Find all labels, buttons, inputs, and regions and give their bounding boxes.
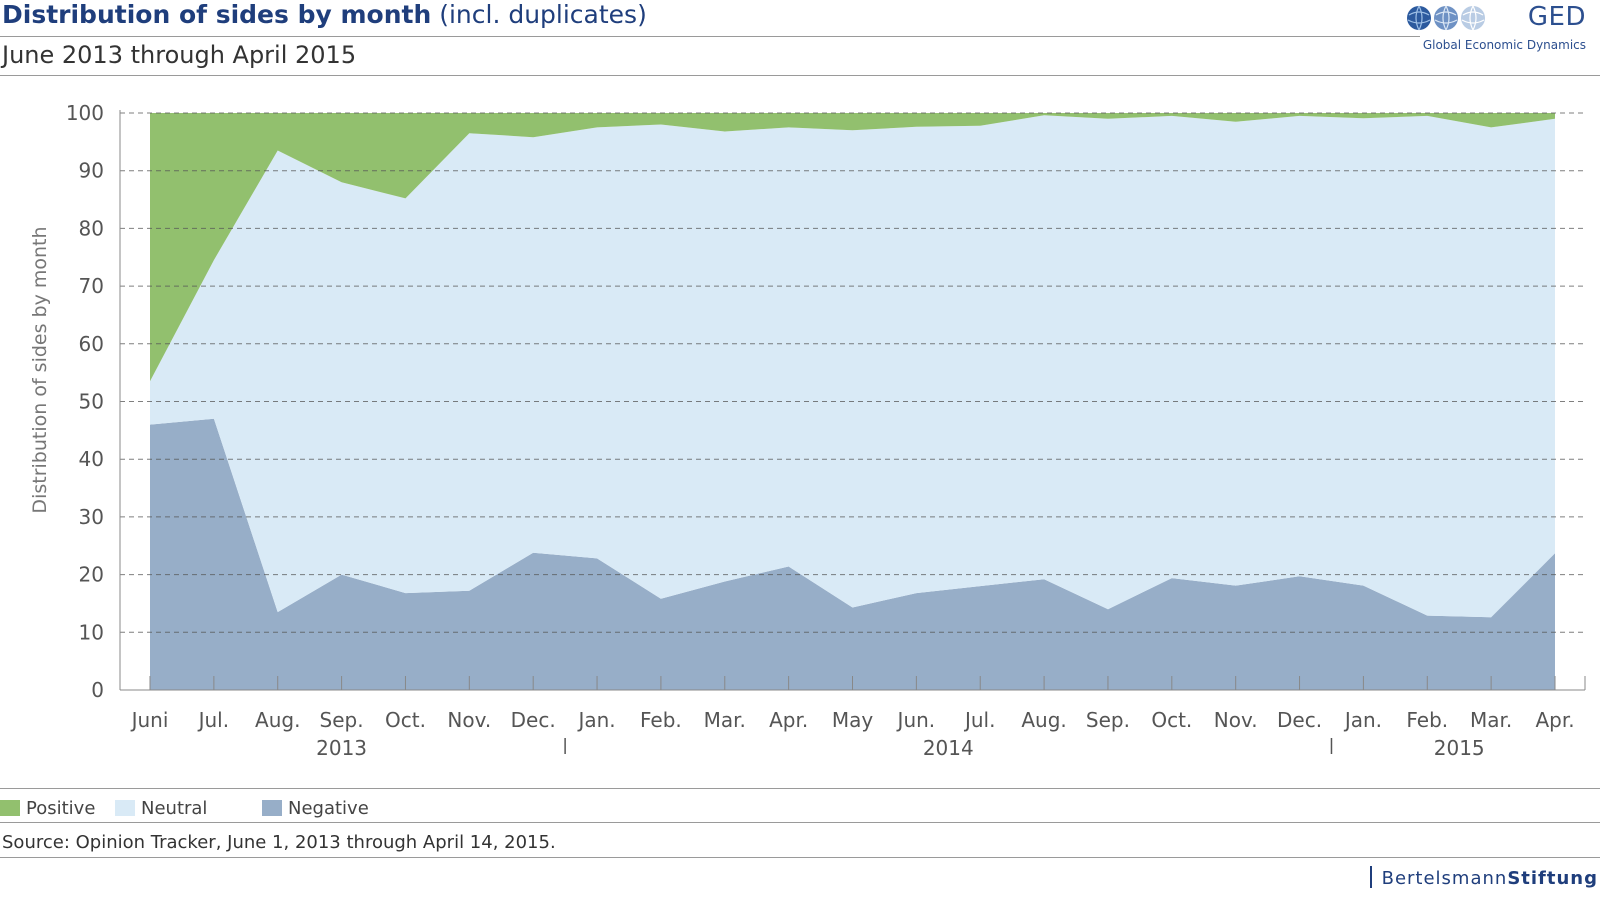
brand-bar xyxy=(1369,866,1372,888)
x-tick-label: Jan. xyxy=(1343,708,1382,732)
title-paren: (incl. duplicates) xyxy=(439,0,647,29)
x-tick-label: Nov. xyxy=(447,708,491,732)
chart-subtitle: June 2013 through April 2015 xyxy=(2,41,357,69)
x-tick-label: Jul. xyxy=(963,708,996,732)
logo-tagline: Global Economic Dynamics xyxy=(1422,38,1586,52)
x-tick-label: Jul. xyxy=(197,708,230,732)
x-tick-label: Sep. xyxy=(1086,708,1130,732)
x-tick-label: Oct. xyxy=(1151,708,1192,732)
x-tick-label: Dec. xyxy=(511,708,556,732)
grid-lines xyxy=(120,112,1585,633)
x-tick-label: Mar. xyxy=(1470,708,1512,732)
title-rule xyxy=(0,36,1420,37)
y-tick-label: 60 xyxy=(79,332,104,356)
year-label: 2015 xyxy=(1434,736,1485,760)
legend-swatch-positive xyxy=(0,800,20,816)
area-positive xyxy=(150,113,1555,382)
year-label: 2013 xyxy=(316,736,367,760)
source-rule xyxy=(0,857,1600,858)
x-tick-label: Nov. xyxy=(1214,708,1258,732)
x-tick-label: Jun. xyxy=(896,708,936,732)
legend-item-neutral: Neutral xyxy=(115,798,207,819)
legend-label-negative: Negative xyxy=(288,798,369,819)
y-axis-label: Distribution of sides by month xyxy=(29,226,51,513)
y-tick-label: 80 xyxy=(79,216,104,240)
header-rule xyxy=(0,75,1600,76)
x-tick-label: May xyxy=(832,708,874,732)
legend-label-neutral: Neutral xyxy=(141,798,208,819)
x-tick-label: Feb. xyxy=(1406,708,1448,732)
legend-item-positive: Positive xyxy=(0,798,95,819)
x-tick-label: Juni xyxy=(130,708,169,732)
y-tick-label: 0 xyxy=(91,678,104,702)
x-tick-label: Sep. xyxy=(320,708,364,732)
legend-swatch-negative xyxy=(262,800,282,816)
ged-logo: GED Global Economic Dynamics xyxy=(1406,2,1586,54)
y-tick-label: 10 xyxy=(79,620,104,644)
legend-bottom-rule xyxy=(0,822,1600,823)
title-main: Distribution of sides by month xyxy=(2,0,432,29)
legend-swatch-neutral xyxy=(115,800,135,816)
x-tick-label: Apr. xyxy=(1535,708,1574,732)
x-tick-label: Aug. xyxy=(255,708,300,732)
area-layers xyxy=(150,113,1555,690)
area-chart: 0 10 20 30 40 50 60 70 80 90 100 Juni Jul. Aug. Sep. O… xyxy=(29,101,1586,760)
x-tick-label: Apr. xyxy=(769,708,808,732)
chart-title: Distribution of sides by month (incl. du… xyxy=(2,0,647,29)
y-tick-label: 90 xyxy=(79,159,104,183)
y-tick-label: 70 xyxy=(79,274,104,298)
brand-part1: Bertelsmann xyxy=(1381,868,1508,889)
legend-item-negative: Negative xyxy=(262,798,369,819)
legend-top-rule xyxy=(0,788,1600,789)
globe-icons xyxy=(1407,5,1485,31)
x-tick-label: Feb. xyxy=(640,708,682,732)
y-tick-label: 20 xyxy=(79,563,104,587)
brand-part2: Stiftung xyxy=(1507,868,1598,889)
legend-label-positive: Positive xyxy=(26,798,96,819)
y-tick-label: 50 xyxy=(79,390,104,414)
year-label: 2014 xyxy=(923,736,974,760)
x-tick-label: Oct. xyxy=(385,708,426,732)
logo-name: GED xyxy=(1527,2,1586,32)
y-axis-ticks: 0 10 20 30 40 50 60 70 80 90 100 xyxy=(66,101,104,702)
x-tick-label: Mar. xyxy=(704,708,746,732)
bertelsmann-logo: BertelsmannStiftung xyxy=(1369,866,1598,889)
area-negative xyxy=(150,418,1555,690)
x-tick-label: Jan. xyxy=(576,708,615,732)
y-tick-label: 40 xyxy=(79,447,104,471)
x-tick-label: Aug. xyxy=(1021,708,1066,732)
source-note: Source: Opinion Tracker, June 1, 2013 th… xyxy=(2,832,556,853)
area-neutral xyxy=(150,115,1555,618)
y-tick-label: 30 xyxy=(79,505,104,529)
x-tick-label: Dec. xyxy=(1277,708,1322,732)
y-tick-label: 100 xyxy=(66,101,104,125)
x-axis: Juni Jul. Aug. Sep. Oct. Nov. Dec. Jan. Feb. Mar.… xyxy=(119,110,1586,760)
